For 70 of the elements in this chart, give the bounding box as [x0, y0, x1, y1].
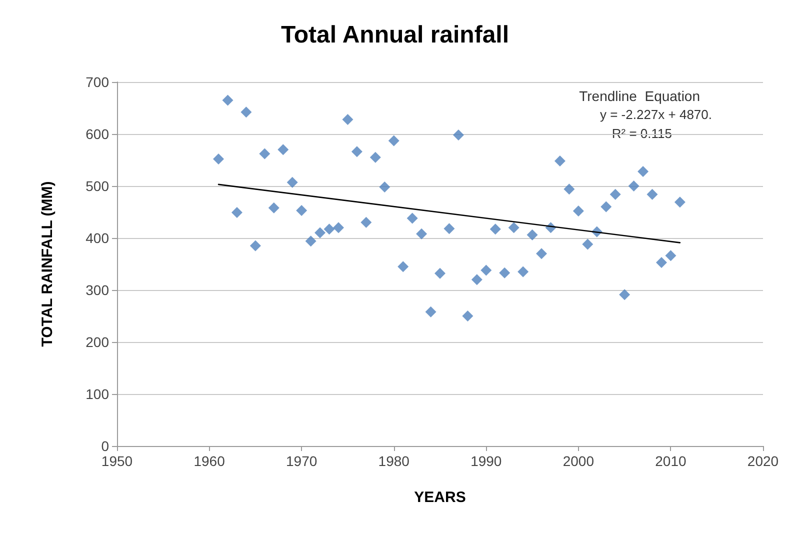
x-tick-label: 1970 [286, 453, 318, 469]
x-tick-label: 1950 [101, 453, 133, 469]
point [665, 250, 676, 262]
point [480, 264, 492, 276]
y-tick-label: 300 [86, 282, 110, 298]
x-tick-label: 2020 [747, 453, 779, 469]
point [222, 94, 234, 106]
point [425, 306, 436, 318]
point [296, 204, 308, 216]
point [434, 268, 446, 279]
y-axis-title: TOTAL RAINFALL (MM) [39, 181, 56, 347]
point [398, 261, 409, 272]
x-axis-title: YEARS [414, 489, 466, 506]
point [572, 205, 584, 216]
point [388, 135, 400, 146]
point [259, 148, 270, 160]
point [628, 180, 640, 192]
point [406, 212, 418, 224]
point [351, 146, 362, 158]
x-tick-label: 1960 [194, 453, 226, 469]
point [286, 176, 298, 188]
y-tick-label: 200 [86, 334, 110, 350]
point [240, 106, 252, 118]
point [600, 201, 612, 212]
x-tick-label: 1980 [378, 453, 410, 469]
point [674, 196, 686, 208]
point [268, 202, 280, 214]
y-tick-label: 100 [86, 386, 110, 402]
point [638, 166, 649, 177]
point [564, 184, 575, 195]
x-tick-label: 2010 [655, 453, 686, 469]
annotation: y = -2.227x + 4870. [600, 107, 712, 122]
point [213, 153, 224, 164]
point [332, 222, 344, 234]
point [610, 188, 621, 200]
point [360, 216, 372, 228]
point [490, 224, 501, 235]
point [278, 144, 289, 156]
point [471, 274, 482, 286]
point [324, 224, 335, 235]
x-tick-label: 1990 [470, 453, 502, 469]
point [231, 207, 242, 218]
point [305, 236, 316, 247]
point [314, 227, 326, 238]
annotation: Trendline Equation [579, 88, 700, 104]
point [619, 289, 630, 300]
point [508, 222, 520, 234]
point [656, 256, 667, 268]
point [342, 114, 354, 125]
point [444, 223, 455, 234]
point [370, 152, 381, 163]
x-tick-label: 2000 [562, 453, 594, 469]
y-tick-label: 600 [86, 126, 110, 142]
point [536, 248, 548, 260]
point [379, 182, 390, 193]
y-tick-label: 700 [86, 74, 110, 90]
point [499, 267, 510, 278]
point [416, 228, 428, 240]
y-tick-label: 0 [101, 438, 110, 454]
point [582, 238, 594, 250]
y-tick-label: 400 [86, 230, 110, 246]
point [554, 156, 566, 167]
point [250, 240, 261, 252]
point [518, 266, 529, 278]
point [452, 130, 464, 141]
y-tick-label: 500 [86, 178, 110, 194]
point [526, 229, 538, 240]
point [462, 310, 474, 322]
chart-title: Total Annual rainfall [280, 22, 510, 48]
point [646, 188, 658, 200]
